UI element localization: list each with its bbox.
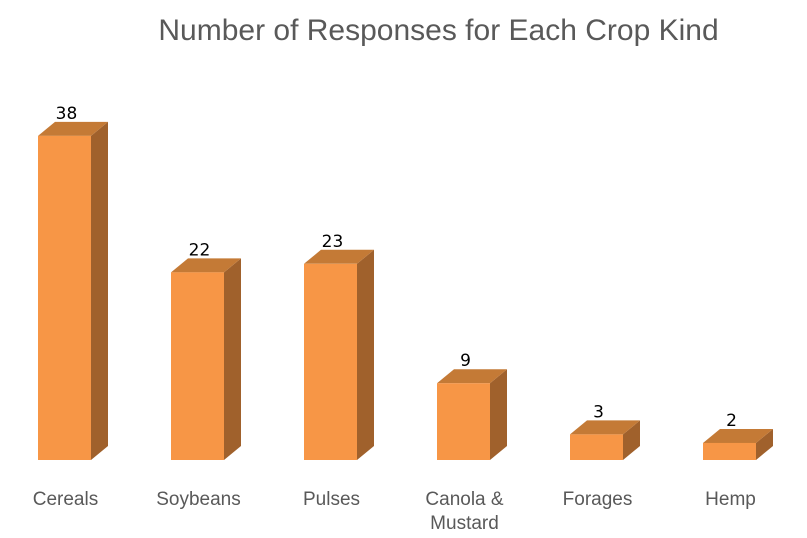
value-label-canola-mustard: 9 bbox=[460, 351, 471, 371]
value-label-hemp: 2 bbox=[726, 411, 737, 431]
bar-side-cereals bbox=[91, 121, 108, 461]
category-label-canola-mustard: Mustard bbox=[430, 513, 499, 534]
bar-soybeans bbox=[171, 272, 224, 460]
value-label-pulses: 23 bbox=[322, 232, 344, 252]
bar-canola-mustard bbox=[437, 383, 490, 460]
bar-side-pulses bbox=[357, 249, 374, 460]
bar-side-forages bbox=[623, 420, 640, 460]
category-label-soybeans: Soybeans bbox=[156, 489, 241, 510]
value-label-soybeans: 22 bbox=[189, 240, 211, 260]
bar-top-canola-mustard bbox=[437, 369, 507, 384]
bar-side-hemp bbox=[756, 428, 773, 460]
category-label-forages: Forages bbox=[563, 489, 633, 510]
category-label-pulses: Pulses bbox=[303, 489, 360, 510]
bar-side-canola-mustard bbox=[490, 369, 507, 460]
value-label-cereals: 38 bbox=[56, 104, 78, 124]
category-label-hemp: Hemp bbox=[705, 489, 756, 510]
category-label-canola-mustard: Canola & bbox=[425, 489, 503, 510]
bar-top-pulses bbox=[304, 249, 374, 264]
bar-hemp bbox=[703, 442, 756, 460]
chart-title: Number of Responses for Each Crop Kind bbox=[158, 14, 719, 47]
bar-cereals bbox=[38, 135, 91, 461]
category-label-cereals: Cereals bbox=[33, 489, 98, 510]
bar-top-soybeans bbox=[171, 258, 241, 273]
bar-top-forages bbox=[570, 420, 640, 435]
bar-side-soybeans bbox=[224, 258, 241, 460]
bar-top-hemp bbox=[703, 428, 773, 443]
bar-pulses bbox=[304, 263, 357, 460]
bar-top-cereals bbox=[38, 121, 108, 136]
value-label-forages: 3 bbox=[593, 402, 604, 422]
bar-forages bbox=[570, 434, 623, 460]
